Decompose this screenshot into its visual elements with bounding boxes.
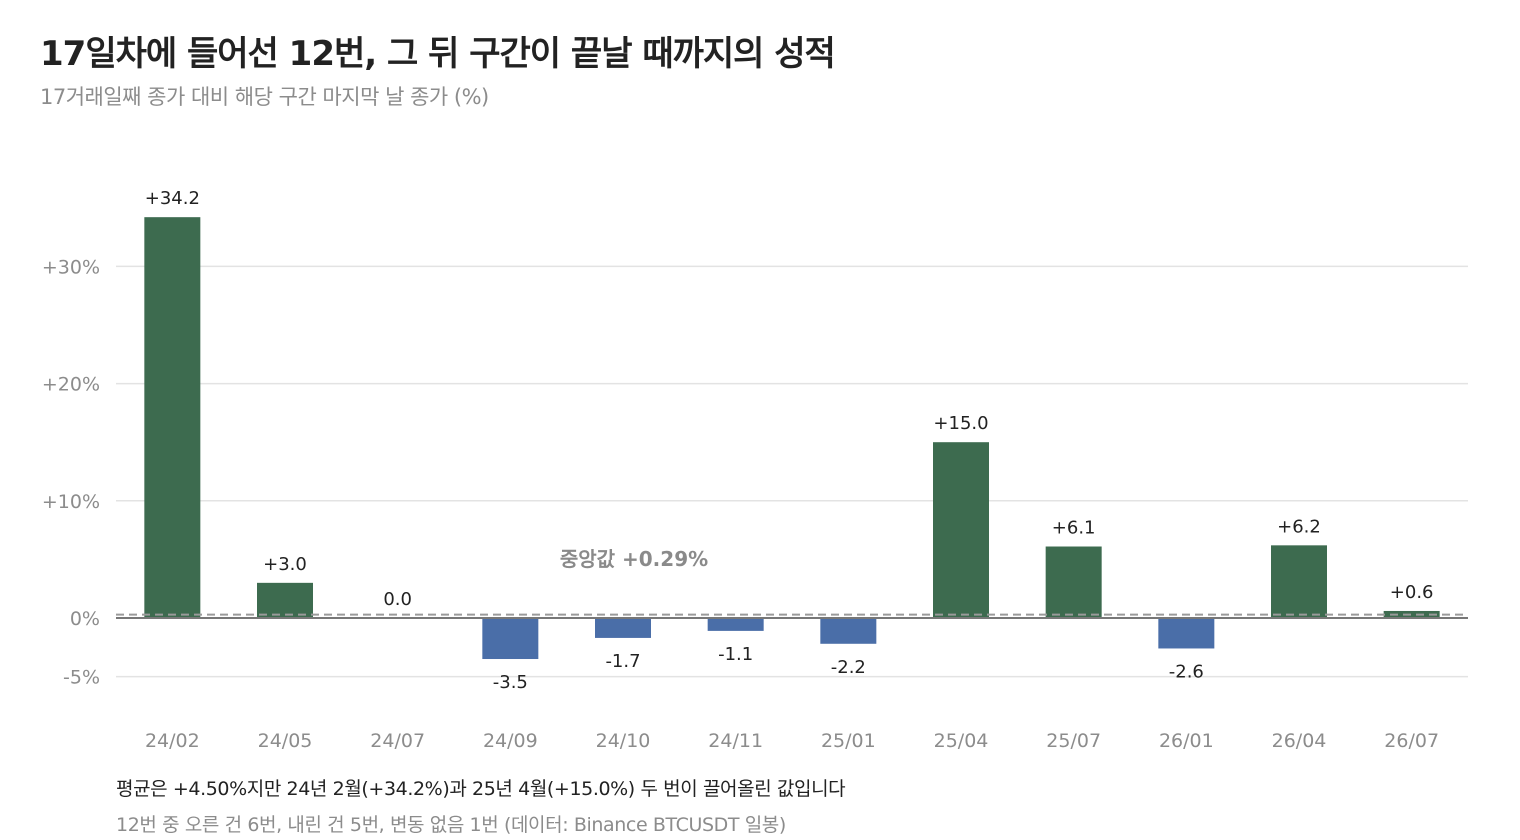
bar [933,442,989,618]
value-label: +6.2 [1277,516,1321,537]
chart-source: 12번 중 오른 건 6번, 내린 건 5번, 변동 없음 1번 (데이터: B… [116,814,786,836]
x-tick-label: 24/09 [483,730,538,752]
x-tick-label: 26/04 [1272,730,1327,752]
y-tick-label: +20% [42,374,100,396]
x-tick-label: 24/10 [596,730,651,752]
bar-chart: -5% 0% +10% +20% +30% 중앙값 +0.29% +34.2 +3.0 0.… [42,188,1468,752]
chart-title: 17일차에 들어선 12번, 그 뒤 구간이 끝날 때까지의 성적 [40,34,836,74]
bar [144,217,201,618]
bar [1158,618,1215,649]
value-label: -2.2 [831,657,866,678]
value-label: -3.5 [493,672,528,693]
median-label: 중앙값 +0.29% [560,547,708,571]
value-label: -2.6 [1169,661,1204,682]
y-tick-label: +10% [42,491,100,513]
bar [257,582,313,618]
bar [820,618,877,644]
x-tick-label: 26/01 [1159,730,1214,752]
value-label: +6.1 [1052,518,1096,539]
value-labels: +34.2 +3.0 0.0 -3.5 -1.7 -1.1 -2.2 +15.0 +6.1 -2.… [145,188,1434,693]
x-tick-label: 25/04 [934,730,989,752]
bar [1383,610,1440,618]
value-label: +15.0 [933,413,988,434]
chart-subtitle: 17거래일째 종가 대비 해당 구간 마지막 날 종가 (%) [40,85,489,109]
y-tick-label: 0% [70,608,100,630]
x-tick-label: 24/02 [145,730,200,752]
bar [707,618,764,631]
median-line-group: 중앙값 +0.29% [116,547,1468,616]
value-label: +3.0 [263,554,307,575]
bar [595,618,651,638]
value-label: 0.0 [383,589,412,610]
bars [144,217,1440,660]
gridlines [116,265,1468,678]
value-label: -1.1 [718,644,753,665]
value-label: +0.6 [1390,582,1434,603]
x-tick-label: 24/11 [708,730,763,752]
bar [1045,546,1102,618]
x-tick-label: 25/07 [1046,730,1101,752]
value-label: +34.2 [145,188,200,209]
x-tick-label: 24/07 [370,730,425,752]
chart-note: 평균은 +4.50%지만 24년 2월(+34.2%)과 25년 4월(+15.… [116,778,846,800]
x-tick-label: 25/01 [821,730,876,752]
x-axis-ticks: 24/02 24/05 24/07 24/09 24/10 24/11 25/01 25/04… [145,730,1439,752]
bar [1271,545,1327,618]
bar [482,618,539,660]
y-tick-label: -5% [63,667,100,689]
y-axis-ticks: -5% 0% +10% +20% +30% [42,256,100,688]
x-tick-label: 26/07 [1384,730,1439,752]
x-tick-label: 24/05 [258,730,313,752]
value-label: -1.7 [605,651,640,672]
y-tick-label: +30% [42,256,100,278]
